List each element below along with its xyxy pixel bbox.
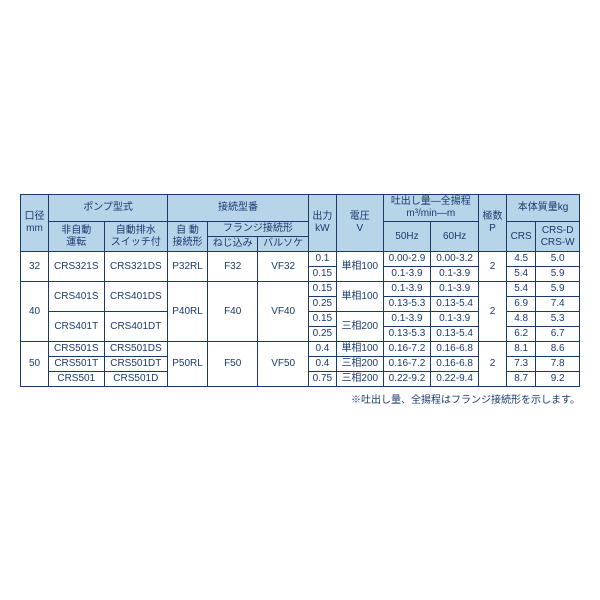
h-autodrain: 自動排水スイッチ付: [104, 222, 168, 252]
table-row: 32 CRS321S CRS321DS P32RL F32 VF32 0.1 単…: [21, 252, 580, 267]
table-container: 口径mm ポンプ型式 接続型番 出力kW 電圧V 吐出し量―全揚程m³/min―…: [20, 194, 580, 406]
h-mass: 本体質量kg: [507, 195, 580, 222]
h-flange: フランジ接続形: [207, 222, 308, 237]
h-50hz: 50Hz: [383, 222, 431, 252]
h-poles: 極数P: [478, 195, 506, 252]
h-conn: 接続型番: [168, 195, 309, 222]
footnote: ※吐出し量、全揚程はフランジ接続形を示します。: [20, 391, 580, 406]
h-screw: ねじ込み: [207, 237, 257, 252]
h-pump: ポンプ型式: [49, 195, 168, 222]
h-auto: 自 動接続形: [168, 222, 208, 252]
h-60hz: 60Hz: [431, 222, 479, 252]
h-disch: 吐出し量―全揚程m³/min―m: [383, 195, 478, 222]
h-nonauto: 非自動運転: [49, 222, 104, 252]
h-crs: CRS: [507, 222, 536, 252]
table-row: 40 CRS401S CRS401DS P40RL F40 VF40 0.15 …: [21, 282, 580, 297]
table-row: 50 CRS501S CRS501DS P50RL F50 VF50 0.4 単…: [21, 342, 580, 357]
h-out: 出力kW: [308, 195, 336, 252]
spec-table: 口径mm ポンプ型式 接続型番 出力kW 電圧V 吐出し量―全揚程m³/min―…: [20, 194, 580, 387]
h-volt: 電圧V: [336, 195, 383, 252]
h-crsdw: CRS-DCRS-W: [536, 222, 580, 252]
h-socket: バルソケ: [258, 237, 308, 252]
h-bore: 口径mm: [21, 195, 49, 252]
